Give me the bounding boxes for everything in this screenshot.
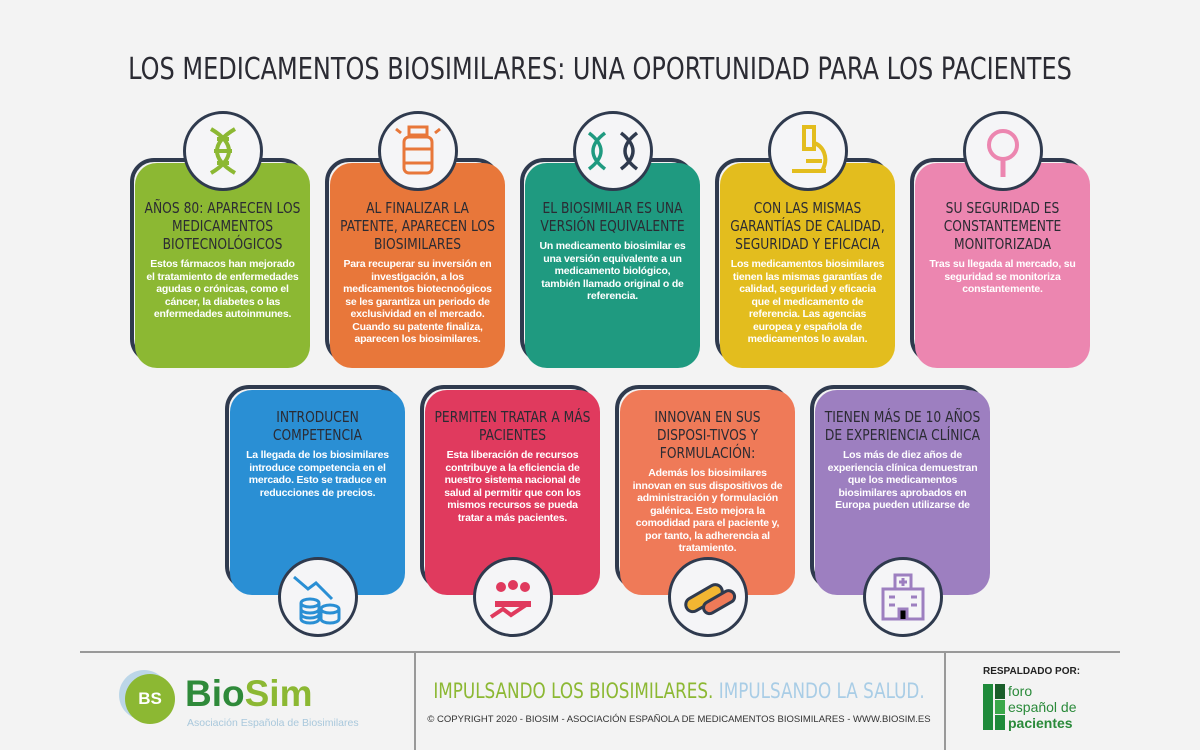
info-card: Con las mismas garantías de calidad, seg… (715, 111, 895, 368)
card-body: Años 80: aparecen los medicamentos biote… (135, 163, 310, 368)
info-card: Al finalizar la patente, aparecen los bi… (325, 111, 505, 368)
people-growth-icon (489, 580, 531, 619)
card-heading: Con las mismas garantías de calidad, seg… (730, 199, 885, 253)
icon-circle (472, 557, 553, 637)
card-body: El biosimilar es una versión equivalente… (525, 163, 700, 368)
card-body: Con las mismas garantías de calidad, seg… (720, 163, 895, 368)
microscope-icon (791, 125, 827, 173)
foro-logo: foro español de pacientes (983, 683, 1103, 732)
icon-circle (377, 111, 458, 191)
backed-by-label: RESPALDADO POR: (983, 666, 1081, 677)
magnifier-icon (986, 129, 1019, 177)
foro-line: foro (1008, 683, 1033, 699)
icon-circle (862, 557, 943, 637)
card-body: Al finalizar la patente, aparecen los bi… (330, 163, 505, 368)
medicine-bottle-icon (394, 125, 441, 175)
card-text: Los medicamentos biosimilares tienen las… (730, 258, 885, 345)
info-card: Permiten tratar a más pacientes Esta lib… (420, 385, 600, 637)
copyright: © COPYRIGHT 2020 - BIOSIM - ASOCIACIÓN E… (427, 714, 931, 725)
hospital-icon (881, 573, 924, 621)
card-heading: Permiten tratar a más pacientes (434, 408, 591, 444)
info-card: Tienen más de 10 años de experiencia clí… (810, 385, 990, 637)
icon-circle (277, 557, 358, 637)
info-card: Innovan en sus disposi-tivos y formulaci… (615, 385, 795, 637)
card-text: Esta liberación de recursos contribuye a… (444, 449, 581, 524)
foro-line: pacientes (1008, 715, 1073, 731)
card-heading: El biosimilar es una versión equivalente (540, 199, 685, 235)
card-text: Un medicamento biosimilar es una versión… (539, 240, 686, 302)
info-card: Años 80: aparecen los medicamentos biote… (130, 111, 310, 368)
card-text: Además los biosimilares innovan en sus d… (632, 467, 783, 554)
card-text: La llegada de los biosimilares introduce… (246, 449, 389, 499)
icon-circle (962, 111, 1043, 191)
two-dna-icon (587, 131, 638, 171)
logo-sim: Sim (244, 673, 313, 714)
icon-circle (572, 111, 653, 191)
biosim-logo-badge: BS (125, 674, 175, 724)
foro-line: español de (1008, 699, 1077, 715)
slogan-part-2: IMPULSANDO LA SALUD. (718, 679, 925, 703)
slogan: IMPULSANDO LOS BIOSIMILARES. IMPULSANDO … (415, 678, 943, 704)
pills-icon (683, 583, 736, 616)
card-text: Tras su llegada al mercado, su seguridad… (929, 258, 1076, 295)
card-text: Los más de diez años de experiencia clín… (827, 449, 978, 511)
card-text: Estos fármacos han mejorado el tratamien… (146, 258, 299, 320)
info-card: Su seguridad es constantemente monitoriz… (910, 111, 1090, 368)
icon-circle (667, 557, 748, 637)
card-heading: Al finalizar la patente, aparecen los bi… (340, 199, 495, 253)
logo-subtitle: Asociación Española de Biosimilares (187, 717, 359, 729)
icon-circle (182, 111, 263, 191)
page-title: LOS MEDICAMENTOS BIOSIMILARES: UNA OPORT… (128, 52, 1072, 87)
coins-down-icon (292, 575, 340, 625)
card-text: Para recuperar su inversión en investiga… (343, 258, 492, 345)
icon-circle (767, 111, 848, 191)
info-card: El biosimilar es una versión equivalente… (520, 111, 700, 368)
card-heading: Su seguridad es constantemente monitoriz… (943, 199, 1062, 253)
slogan-part-1: IMPULSANDO LOS BIOSIMILARES. (433, 679, 714, 703)
card-heading: Introducen competencia (272, 408, 363, 444)
footer-divider (414, 651, 416, 750)
footer-divider (944, 651, 946, 750)
card-body: Su seguridad es constantemente monitoriz… (915, 163, 1090, 368)
logo-bio: Bio (185, 673, 245, 714)
card-heading: Innovan en sus disposi-tivos y formulaci… (654, 408, 761, 462)
footer-divider (80, 651, 1120, 653)
card-heading: Años 80: aparecen los medicamentos biote… (144, 199, 301, 253)
info-card: Introducen competencia La llegada de los… (225, 385, 405, 637)
card-heading: Tienen más de 10 años de experiencia clí… (824, 408, 981, 444)
biosim-logo: BS BioSim Asociación Española de Biosimi… (125, 672, 375, 732)
dna-icon (209, 127, 236, 175)
